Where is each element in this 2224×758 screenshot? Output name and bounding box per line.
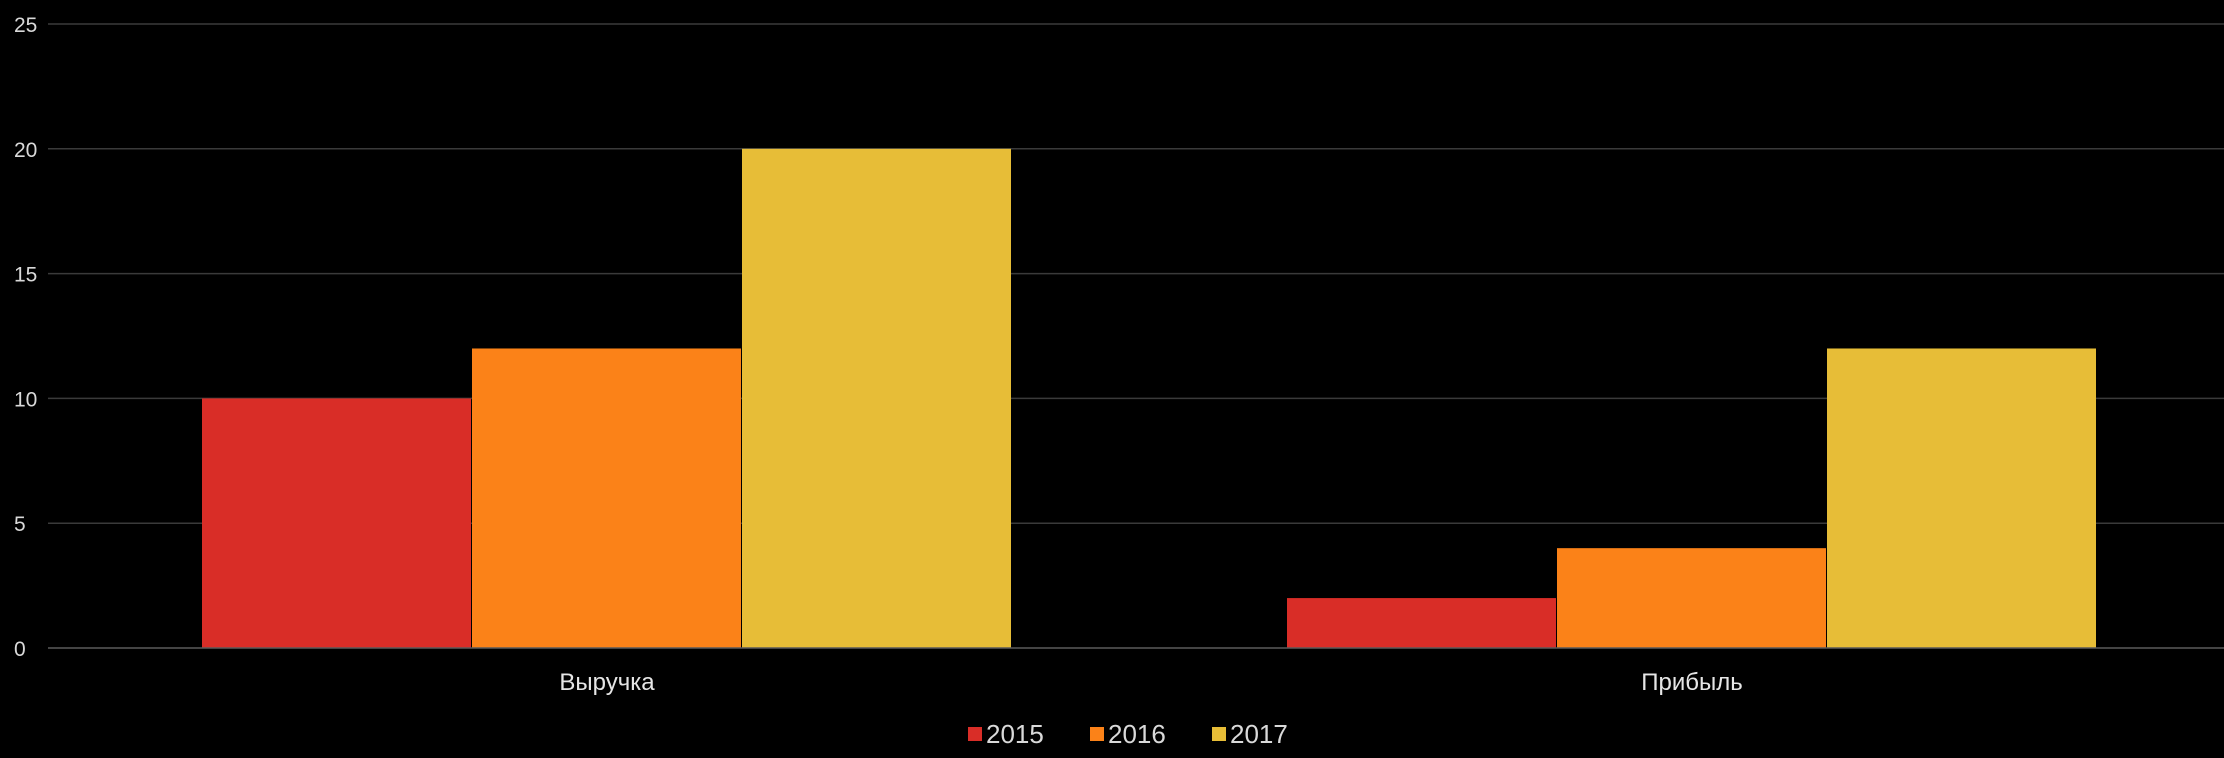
y-tick-label: 15 xyxy=(14,264,37,287)
legend-label-2016: 2016 xyxy=(1108,719,1166,749)
legend-label-2017: 2017 xyxy=(1230,719,1288,749)
x-axis-category-labels: Выручка Прибыль xyxy=(559,669,1742,696)
bar-2017-revenue xyxy=(742,148,1011,649)
y-tick-label: 10 xyxy=(14,388,37,411)
bar-2015-revenue xyxy=(202,398,471,648)
legend-label-2015: 2015 xyxy=(986,719,1044,749)
legend-swatch-2015 xyxy=(968,727,982,741)
bars xyxy=(202,148,2096,649)
bar-2017-profit xyxy=(1827,348,2096,648)
legend: 2015 2016 2017 xyxy=(968,719,1288,749)
legend-swatch-2017 xyxy=(1212,727,1226,741)
x-category-label: Выручка xyxy=(559,669,655,696)
bar-2016-profit xyxy=(1557,548,1826,648)
bar-2016-revenue xyxy=(472,348,741,648)
y-tick-label: 25 xyxy=(14,14,37,37)
y-axis-tick-labels: 0 5 10 15 20 25 xyxy=(14,14,37,661)
bar-2015-profit xyxy=(1287,598,1556,648)
y-tick-label: 0 xyxy=(14,638,26,661)
y-tick-label: 5 xyxy=(14,513,26,536)
x-category-label: Прибыль xyxy=(1641,669,1743,696)
y-tick-label: 20 xyxy=(14,139,37,162)
legend-swatch-2016 xyxy=(1090,727,1104,741)
